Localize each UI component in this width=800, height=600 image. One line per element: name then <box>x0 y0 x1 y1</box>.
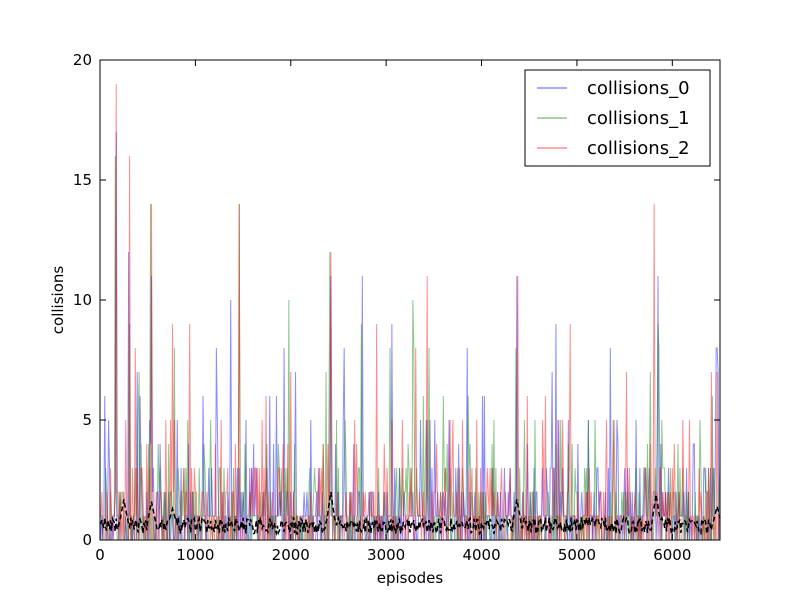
x-axis-label: episodes <box>377 569 444 587</box>
x-tick-label: 4000 <box>462 546 500 564</box>
series-line-moving-average <box>99 491 721 537</box>
y-tick-label: 10 <box>73 291 92 309</box>
x-tick-label: 1000 <box>176 546 214 564</box>
legend-label-collisions_1: collisions_1 <box>587 108 690 129</box>
axis-ticks: 0 1000 2000 3000 4000 5000 6000 0 5 10 15 20 <box>73 51 720 564</box>
x-tick-label: 3000 <box>367 546 405 564</box>
legend-label-collisions_2: collisions_2 <box>587 138 690 159</box>
legend: collisions_0 collisions_1 collisions_2 <box>524 69 711 167</box>
legend-label-collisions_0: collisions_0 <box>587 78 690 99</box>
y-tick-label: 15 <box>73 171 92 189</box>
x-tick-label: 5000 <box>558 546 596 564</box>
plot-area <box>99 83 721 541</box>
series-line-collisions_0 <box>99 131 721 541</box>
series-line-collisions_1 <box>100 155 721 541</box>
x-tick-label: 6000 <box>653 546 691 564</box>
y-tick-label: 20 <box>73 51 92 69</box>
y-tick-label: 0 <box>82 531 92 549</box>
y-axis-label: collisions <box>49 266 67 335</box>
x-tick-label: 2000 <box>272 546 310 564</box>
x-tick-label: 0 <box>95 546 105 564</box>
y-tick-label: 5 <box>82 411 92 429</box>
legend-box <box>524 69 711 167</box>
